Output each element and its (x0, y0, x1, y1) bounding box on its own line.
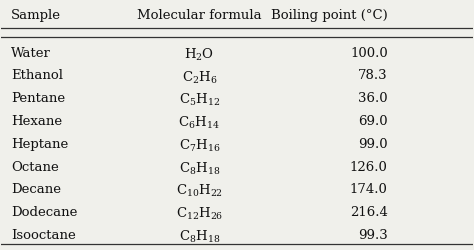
Text: 174.0: 174.0 (350, 183, 388, 196)
Text: 99.3: 99.3 (358, 229, 388, 242)
Text: Molecular formula: Molecular formula (137, 9, 262, 22)
Text: $\mathregular{C_{8}H_{18}}$: $\mathregular{C_{8}H_{18}}$ (179, 229, 220, 245)
Text: $\mathregular{C_{6}H_{14}}$: $\mathregular{C_{6}H_{14}}$ (179, 115, 220, 131)
Text: Octane: Octane (11, 160, 59, 173)
Text: Boiling point (°C): Boiling point (°C) (271, 9, 388, 22)
Text: Sample: Sample (11, 9, 61, 22)
Text: $\mathregular{C_{8}H_{18}}$: $\mathregular{C_{8}H_{18}}$ (179, 160, 220, 176)
Text: 99.0: 99.0 (358, 138, 388, 151)
Text: 69.0: 69.0 (358, 115, 388, 128)
Text: $\mathregular{C_{12}H_{26}}$: $\mathregular{C_{12}H_{26}}$ (176, 206, 223, 222)
Text: Water: Water (11, 47, 51, 60)
Text: Isooctane: Isooctane (11, 229, 75, 242)
Text: $\mathregular{H_{2}O}$: $\mathregular{H_{2}O}$ (184, 47, 214, 63)
Text: $\mathregular{C_{7}H_{16}}$: $\mathregular{C_{7}H_{16}}$ (179, 138, 220, 154)
Text: 78.3: 78.3 (358, 70, 388, 82)
Text: $\mathregular{C_{2}H_{6}}$: $\mathregular{C_{2}H_{6}}$ (182, 70, 217, 86)
Text: Heptane: Heptane (11, 138, 68, 151)
Text: Dodecane: Dodecane (11, 206, 77, 219)
Text: 126.0: 126.0 (350, 160, 388, 173)
Text: $\mathregular{C_{10}H_{22}}$: $\mathregular{C_{10}H_{22}}$ (176, 183, 223, 199)
Text: 216.4: 216.4 (350, 206, 388, 219)
Text: 36.0: 36.0 (358, 92, 388, 105)
Text: $\mathregular{C_{5}H_{12}}$: $\mathregular{C_{5}H_{12}}$ (179, 92, 220, 108)
Text: Pentane: Pentane (11, 92, 65, 105)
Text: 100.0: 100.0 (350, 47, 388, 60)
Text: Decane: Decane (11, 183, 61, 196)
Text: Hexane: Hexane (11, 115, 62, 128)
Text: Ethanol: Ethanol (11, 70, 63, 82)
